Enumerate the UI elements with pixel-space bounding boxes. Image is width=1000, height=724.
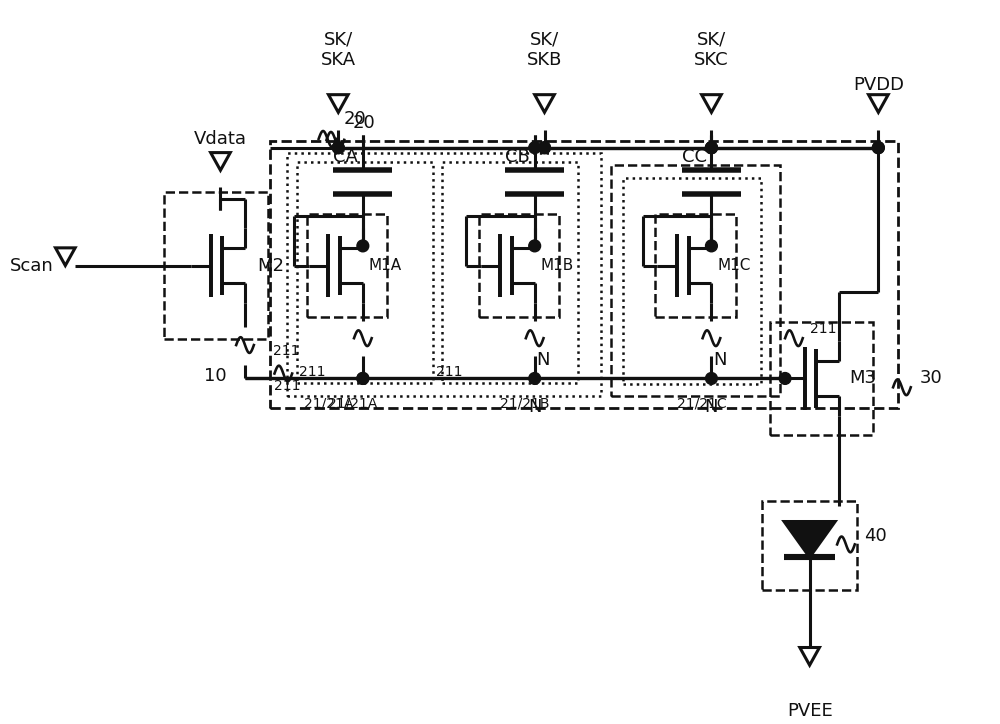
Text: 211: 211: [299, 365, 326, 379]
Text: N: N: [537, 350, 550, 369]
Text: M2: M2: [257, 256, 284, 274]
Circle shape: [529, 142, 541, 153]
Circle shape: [706, 142, 717, 153]
Text: Scan: Scan: [10, 256, 54, 274]
Text: M1B: M1B: [541, 258, 574, 273]
Text: N: N: [528, 398, 541, 416]
Text: M1A: M1A: [369, 258, 402, 273]
Circle shape: [529, 373, 541, 384]
Text: 211: 211: [273, 344, 299, 358]
Circle shape: [357, 240, 369, 252]
Text: PVDD: PVDD: [853, 76, 904, 93]
Circle shape: [872, 142, 884, 153]
Circle shape: [872, 142, 884, 153]
Text: 21/21C: 21/21C: [677, 396, 726, 410]
Text: 211: 211: [274, 379, 301, 393]
Polygon shape: [784, 521, 835, 557]
Text: 30: 30: [920, 369, 942, 387]
Circle shape: [539, 142, 550, 153]
Circle shape: [332, 142, 344, 153]
Text: 20: 20: [353, 114, 376, 132]
Text: 211: 211: [436, 365, 463, 379]
Text: SK/
SKC: SK/ SKC: [694, 30, 729, 70]
Text: M3: M3: [849, 369, 876, 387]
Circle shape: [529, 240, 541, 252]
Circle shape: [357, 373, 369, 384]
Text: M1C: M1C: [717, 258, 751, 273]
Text: 21/21A: 21/21A: [328, 396, 378, 410]
Text: 10: 10: [204, 368, 227, 385]
Text: CB: CB: [505, 148, 530, 166]
Circle shape: [706, 142, 717, 153]
Text: CA: CA: [333, 148, 358, 166]
Text: 21/21B: 21/21B: [500, 396, 550, 410]
Circle shape: [332, 142, 344, 153]
Text: 211: 211: [810, 322, 836, 337]
Circle shape: [779, 373, 791, 384]
Text: 40: 40: [864, 526, 886, 544]
Text: N: N: [705, 398, 718, 416]
Circle shape: [706, 142, 717, 153]
Text: Vdata: Vdata: [194, 130, 247, 148]
Circle shape: [357, 373, 369, 384]
Circle shape: [706, 240, 717, 252]
Text: N: N: [713, 350, 727, 369]
Circle shape: [539, 142, 550, 153]
Text: PVEE: PVEE: [787, 702, 833, 720]
Text: 20: 20: [343, 110, 366, 128]
Text: SK/
SKA: SK/ SKA: [321, 30, 356, 70]
Text: 21/21A: 21/21A: [304, 396, 353, 410]
Text: SK/
SKB: SK/ SKB: [527, 30, 562, 70]
Circle shape: [706, 373, 717, 384]
Text: CC: CC: [682, 148, 707, 166]
